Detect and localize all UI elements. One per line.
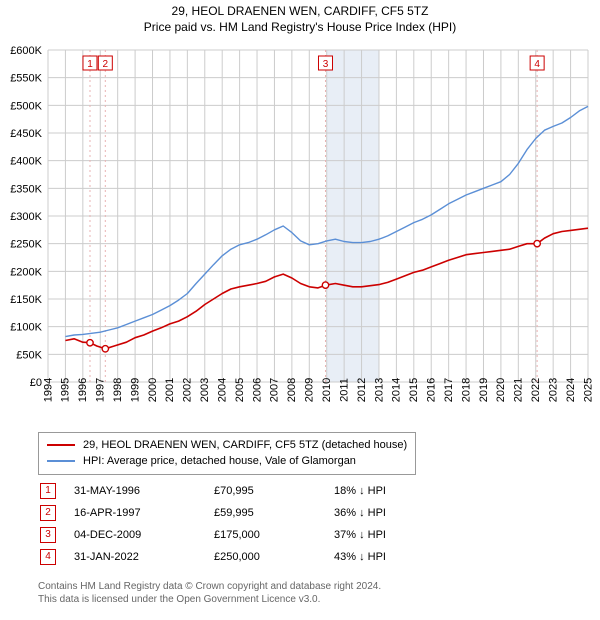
sale-event-delta: 43% ↓ HPI [334,551,454,563]
svg-text:2005: 2005 [234,378,246,402]
svg-text:£600K: £600K [10,45,42,57]
svg-text:2022: 2022 [530,378,542,402]
footer-line2: This data is licensed under the Open Gov… [38,593,578,606]
page-root: 29, HEOL DRAENEN WEN, CARDIFF, CF5 5TZ P… [0,0,600,620]
svg-text:2009: 2009 [304,378,316,402]
svg-text:2011: 2011 [338,378,350,402]
svg-text:2018: 2018 [460,378,472,402]
svg-text:2019: 2019 [478,378,490,402]
chart-titles: 29, HEOL DRAENEN WEN, CARDIFF, CF5 5TZ P… [0,4,600,34]
svg-text:£100K: £100K [10,322,42,334]
svg-text:2008: 2008 [286,378,298,402]
svg-text:2012: 2012 [356,378,368,402]
sale-events-table: 1 31-MAY-1996£70,99518% ↓ HPI 2 16-APR-1997… [38,480,578,568]
svg-text:£550K: £550K [10,73,42,85]
sale-event-price: £250,000 [214,551,334,563]
legend-swatch-price [47,444,75,446]
svg-text:3: 3 [323,59,329,70]
sale-event-row: 1 31-MAY-1996£70,99518% ↓ HPI [38,480,578,502]
sale-event-delta: 37% ↓ HPI [334,529,454,541]
svg-text:2006: 2006 [251,378,263,402]
svg-text:2021: 2021 [513,378,525,402]
chart-svg: £0 £50K £100K £150K £200K £250K £300K £350K £400… [0,44,600,424]
svg-text:2025: 2025 [582,378,594,402]
svg-text:2016: 2016 [426,378,438,402]
svg-text:2007: 2007 [269,378,281,402]
svg-text:1999: 1999 [129,378,141,402]
svg-text:2010: 2010 [321,378,333,402]
sale-event-row: 3 04-DEC-2009£175,00037% ↓ HPI [38,524,578,546]
legend: 29, HEOL DRAENEN WEN, CARDIFF, CF5 5TZ (… [38,432,416,475]
sale-event-badge: 4 [40,549,56,565]
svg-text:£200K: £200K [10,266,42,278]
sale-event-delta: 18% ↓ HPI [334,485,454,497]
svg-text:2002: 2002 [182,378,194,402]
svg-text:£50K: £50K [16,349,42,361]
sale-event-date: 31-MAY-1996 [74,485,214,497]
svg-text:£450K: £450K [10,128,42,140]
footer: Contains HM Land Registry data © Crown c… [38,580,578,606]
sale-event-badge: 3 [40,527,56,543]
title-address: 29, HEOL DRAENEN WEN, CARDIFF, CF5 5TZ [0,4,600,18]
sale-event-row: 4 31-JAN-2022£250,00043% ↓ HPI [38,546,578,568]
sale-event-date: 04-DEC-2009 [74,529,214,541]
svg-text:1997: 1997 [95,378,107,402]
svg-text:2015: 2015 [408,378,420,402]
svg-text:£0: £0 [30,377,42,389]
legend-item-price: 29, HEOL DRAENEN WEN, CARDIFF, CF5 5TZ (… [47,437,407,453]
svg-text:2017: 2017 [443,378,455,402]
svg-text:£150K: £150K [10,294,42,306]
legend-swatch-hpi [47,460,75,462]
legend-item-hpi: HPI: Average price, detached house, Vale… [47,453,407,469]
sale-event-price: £70,995 [214,485,334,497]
sale-event-price: £59,995 [214,507,334,519]
sale-event-date: 16-APR-1997 [74,507,214,519]
legend-label-hpi: HPI: Average price, detached house, Vale… [83,455,356,467]
svg-text:4: 4 [534,59,540,70]
svg-text:£300K: £300K [10,211,42,223]
svg-text:2024: 2024 [565,378,577,402]
svg-text:2014: 2014 [391,378,403,402]
title-subtitle: Price paid vs. HM Land Registry's House … [0,20,600,34]
svg-text:£350K: £350K [10,183,42,195]
svg-text:2000: 2000 [147,378,159,402]
svg-text:£500K: £500K [10,100,42,112]
svg-text:2003: 2003 [199,378,211,402]
svg-text:1998: 1998 [112,378,124,402]
svg-text:2013: 2013 [373,378,385,402]
svg-text:2: 2 [103,59,109,70]
sale-event-price: £175,000 [214,529,334,541]
svg-text:2023: 2023 [547,378,559,402]
svg-text:1: 1 [87,59,93,70]
svg-text:2001: 2001 [164,378,176,402]
svg-text:1994: 1994 [42,378,54,402]
sale-event-date: 31-JAN-2022 [74,551,214,563]
sale-event-badge: 2 [40,505,56,521]
svg-text:1996: 1996 [77,378,89,402]
sale-event-badge: 1 [40,483,56,499]
svg-text:2004: 2004 [216,378,228,402]
chart-area: £0 £50K £100K £150K £200K £250K £300K £350K £400… [0,44,600,424]
svg-text:2020: 2020 [495,378,507,402]
footer-line1: Contains HM Land Registry data © Crown c… [38,580,578,593]
svg-text:£400K: £400K [10,156,42,168]
sale-event-row: 2 16-APR-1997£59,99536% ↓ HPI [38,502,578,524]
legend-label-price: 29, HEOL DRAENEN WEN, CARDIFF, CF5 5TZ (… [83,439,407,451]
sale-event-delta: 36% ↓ HPI [334,507,454,519]
svg-text:1995: 1995 [60,378,72,402]
svg-text:£250K: £250K [10,239,42,251]
